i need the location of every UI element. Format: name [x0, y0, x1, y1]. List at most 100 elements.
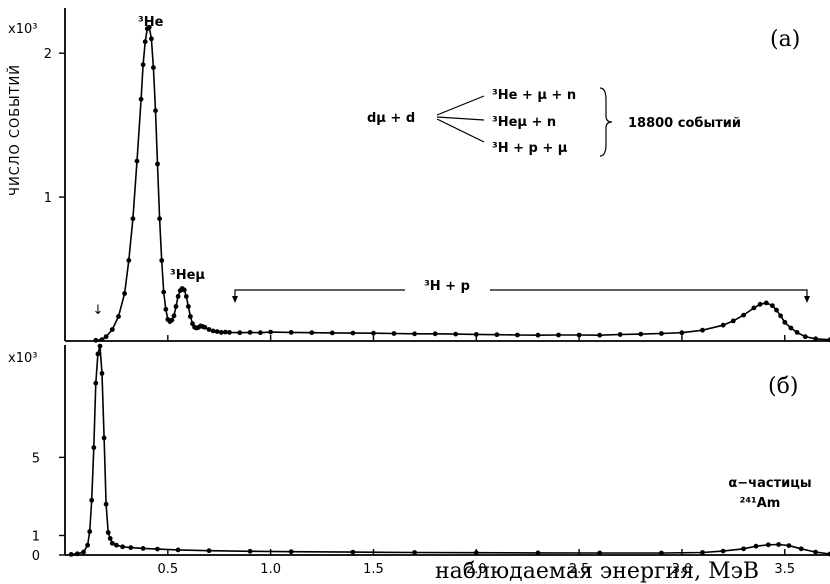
data-point — [103, 501, 109, 507]
panel-a-y-multiplier: x10³ — [8, 22, 37, 37]
y-tick-label: 5 — [32, 451, 40, 466]
data-point — [237, 330, 243, 336]
data-point — [206, 548, 212, 554]
data-point — [258, 330, 263, 336]
data-point — [827, 337, 830, 343]
data-point — [190, 321, 195, 327]
data-point — [788, 325, 794, 331]
reaction-dmu-d: dμ + d — [367, 111, 415, 126]
data-point — [175, 547, 181, 553]
data-point — [114, 542, 119, 548]
data-point — [126, 258, 132, 263]
data-point — [169, 317, 175, 323]
data-point — [155, 546, 160, 552]
channel-1: ³He + μ + n — [492, 88, 576, 103]
data-point — [473, 332, 479, 337]
data-point — [794, 330, 800, 335]
data-point — [116, 314, 121, 319]
data-point — [155, 161, 160, 167]
data-point — [371, 330, 376, 336]
panel-b-points — [68, 343, 830, 557]
data-point — [679, 330, 685, 336]
data-point — [786, 543, 792, 548]
data-point — [770, 303, 775, 309]
data-point — [99, 337, 105, 342]
panel-b-ticks: 0 1 5 — [32, 451, 65, 564]
data-point — [535, 332, 541, 338]
data-point — [782, 319, 788, 325]
data-point — [638, 331, 644, 337]
data-point — [741, 312, 746, 318]
data-point — [778, 313, 783, 319]
channel-3: ³H + p + μ — [492, 141, 568, 156]
label-3h-p: ³H + p — [424, 279, 470, 294]
data-point — [751, 305, 757, 311]
data-point — [776, 542, 781, 547]
data-point — [412, 331, 417, 337]
panel-a-ticks: 12 — [44, 47, 65, 206]
data-point — [186, 304, 191, 309]
panel-a-points — [93, 24, 830, 343]
event-count: 18800 событий — [628, 116, 741, 131]
data-point — [227, 330, 232, 335]
x-tick-label: 3.0 — [672, 562, 693, 577]
data-point — [473, 550, 479, 556]
data-point — [99, 371, 105, 376]
data-point — [535, 550, 541, 556]
data-point — [142, 39, 148, 45]
y-tick-label: 1 — [44, 191, 52, 206]
data-point — [741, 546, 746, 552]
x-axis-title: наблюдаемая энергия, МэВ — [435, 559, 759, 584]
channel-2: ³Heμ + n — [492, 115, 556, 130]
data-point — [720, 322, 726, 328]
data-point — [151, 65, 156, 70]
data-point — [171, 313, 177, 319]
data-point — [103, 334, 109, 340]
data-point — [247, 548, 253, 554]
label-3hemu: ³Heμ — [170, 268, 205, 283]
panel-a: 12 x10³ ЧИСЛО СОБЫТИЙ (a) ³He ³Heμ ³H + … — [7, 8, 830, 343]
branch-3 — [436, 118, 485, 143]
data-point — [350, 330, 356, 336]
data-point — [206, 327, 212, 332]
bracket-3h-p: ³H + p — [232, 279, 810, 303]
data-point — [85, 542, 90, 548]
x-tick-label: 1.5 — [363, 562, 384, 577]
data-point — [617, 332, 623, 337]
data-point — [188, 314, 193, 319]
data-point — [774, 307, 779, 313]
data-point — [93, 337, 99, 343]
data-point — [130, 216, 136, 222]
data-point — [288, 549, 294, 555]
x-tick-label: 2.5 — [569, 562, 590, 577]
bracket-right — [490, 289, 808, 297]
data-point — [218, 330, 224, 335]
data-point — [597, 332, 603, 338]
x-tick-label: 0.5 — [157, 562, 178, 577]
data-point — [120, 544, 125, 550]
data-point — [134, 158, 140, 164]
data-point — [181, 287, 187, 293]
data-point — [515, 332, 520, 338]
data-point — [798, 546, 804, 552]
data-point — [813, 549, 818, 555]
data-point — [309, 330, 315, 336]
panel-b-y-multiplier: x10³ — [8, 351, 37, 366]
data-point — [391, 331, 397, 336]
bracket-left-arrow — [232, 296, 238, 303]
data-point — [494, 332, 500, 338]
data-point — [763, 300, 769, 306]
data-point — [247, 330, 253, 335]
y-tick-label: 0 — [32, 549, 40, 564]
data-point — [93, 380, 99, 386]
data-point — [161, 289, 167, 295]
data-point — [813, 336, 818, 342]
bracket-right-arrow — [804, 296, 810, 303]
data-point — [827, 551, 830, 557]
data-point — [101, 435, 107, 441]
label-alpha-particles: α−частицы — [728, 476, 811, 491]
data-point — [157, 216, 163, 222]
panel-b: 0 1 5 0.5 1.0 1.5 2.0 2.5 3.0 3.5 x10³ (б) α−час… — [8, 343, 830, 584]
data-point — [720, 548, 726, 554]
